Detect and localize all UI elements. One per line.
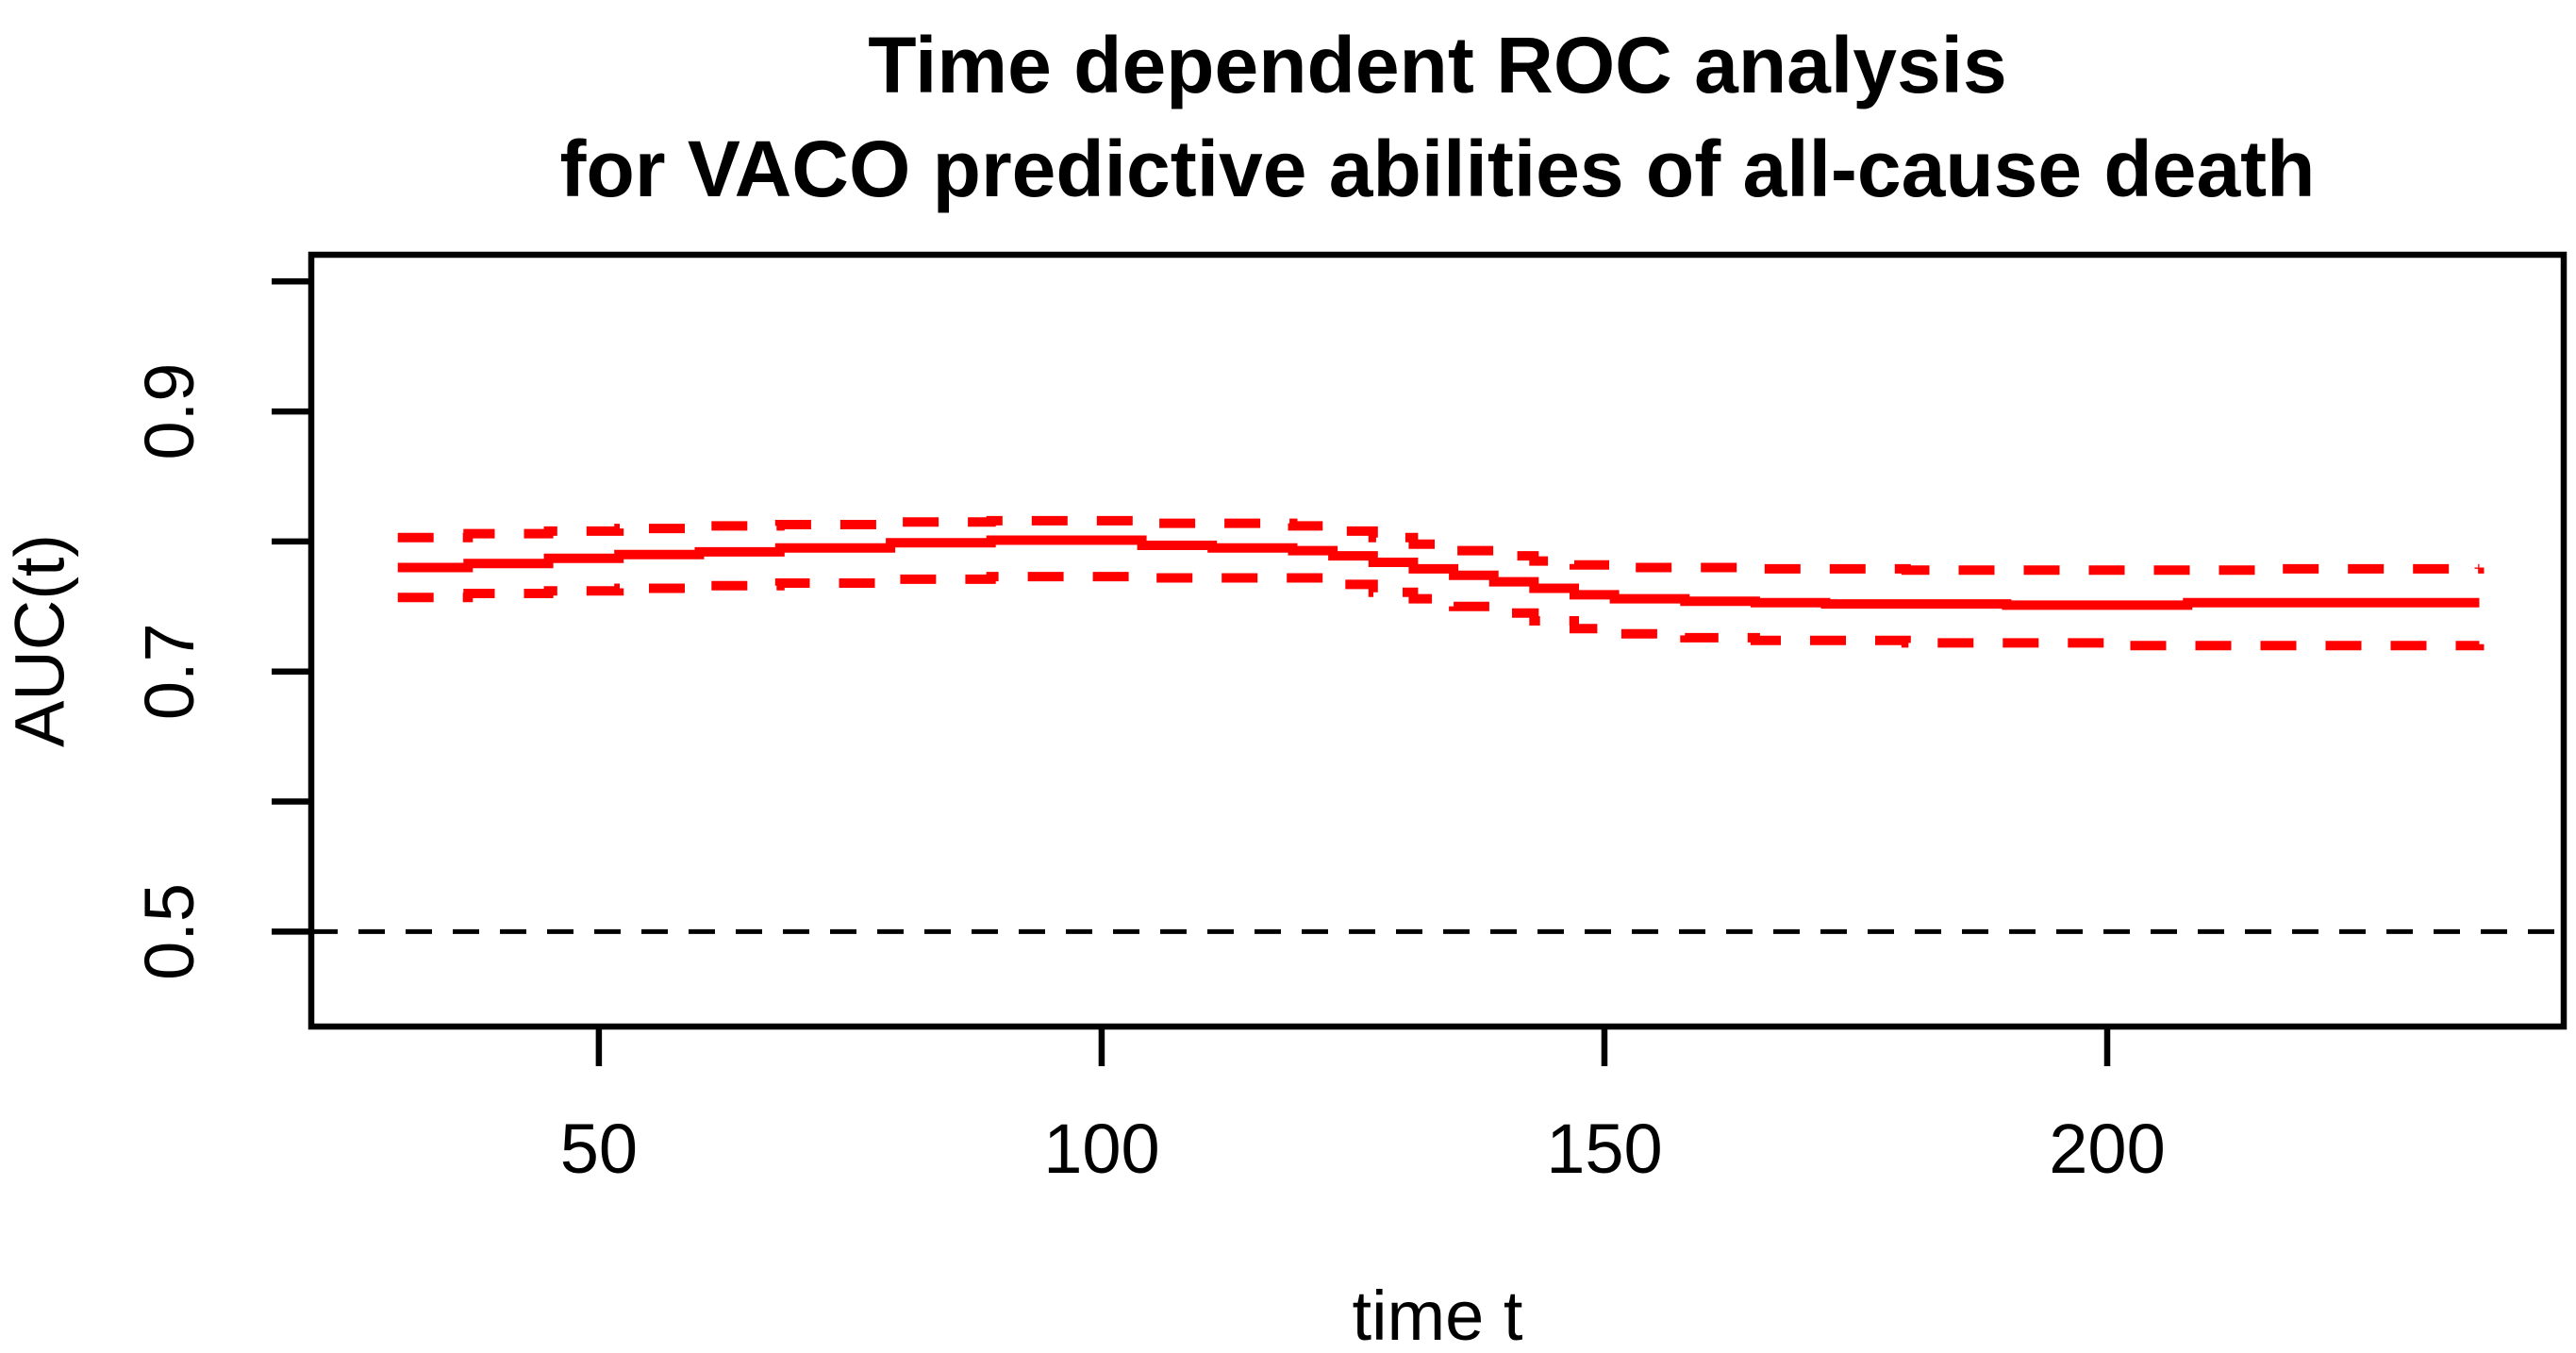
confidence-band-upper-line — [397, 515, 2485, 576]
y-tick-label: 0.7 — [130, 623, 208, 720]
x-axis-label: time t — [1352, 1277, 1523, 1353]
confidence-band-lower-line — [397, 572, 2485, 651]
chart-title: Time dependent ROC analysis for VACO pre… — [311, 13, 2564, 221]
x-tick-label: 150 — [1546, 1110, 1662, 1188]
chart-title-line2: for VACO predictive abilities of all-cau… — [559, 125, 2316, 213]
y-tick-label: 0.5 — [130, 883, 208, 980]
x-tick-label: 200 — [2049, 1110, 2165, 1188]
plot-box — [307, 251, 2568, 1030]
auc-estimate-line — [397, 535, 2480, 610]
chart-title-line1: Time dependent ROC analysis — [868, 21, 2007, 109]
x-tick-label: 50 — [560, 1110, 638, 1188]
y-tick-label: 0.9 — [130, 363, 208, 460]
x-tick-label: 100 — [1043, 1110, 1159, 1188]
